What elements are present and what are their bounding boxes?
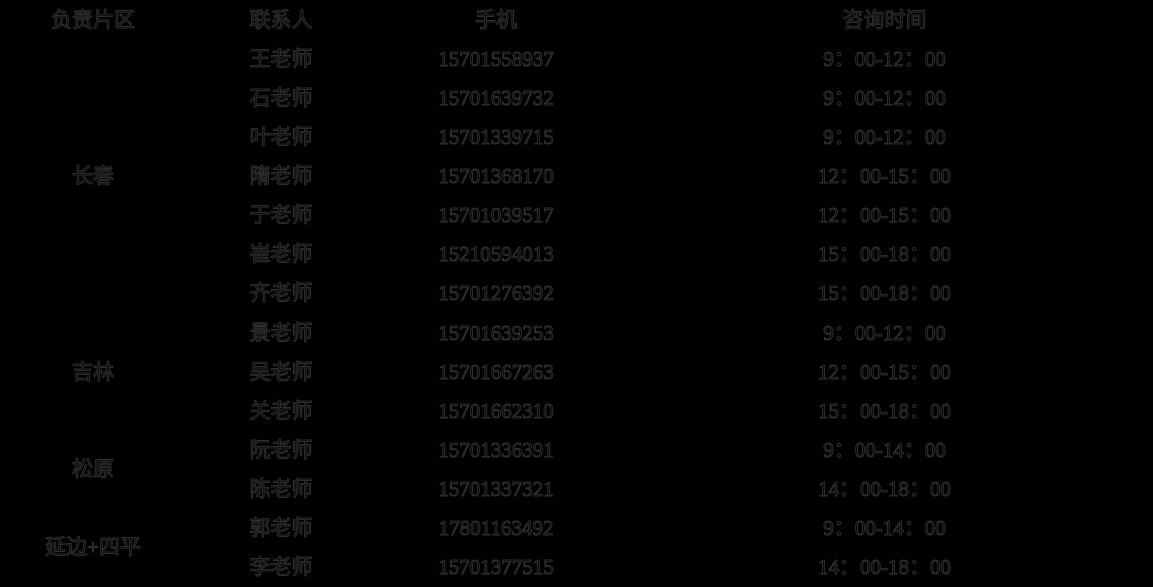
area-cell: 延边+四平: [45, 535, 142, 560]
contact-cell: 于老师: [249, 203, 313, 228]
contact-cell: 齐老师: [249, 281, 313, 306]
time-cell: 9：00-12：00: [823, 125, 947, 150]
table-row: 于老师 15701039517 12：00-15：00: [0, 196, 1153, 235]
contact-cell: 陈老师: [249, 476, 313, 501]
contact-cell: 吴老师: [249, 359, 313, 384]
time-cell: 9：00-12：00: [823, 47, 947, 72]
time-cell: 12：00-15：00: [818, 203, 952, 228]
table-row: 陈老师 15701337321 14：00-18：00: [0, 470, 1153, 509]
contact-cell: 石老师: [249, 86, 313, 111]
time-cell: 9：00-14：00: [823, 515, 947, 540]
contact-cell: 崔老师: [249, 242, 313, 267]
table-row: 崔老师 15210594013 15：00-18：00: [0, 235, 1153, 274]
phone-cell: 15701377515: [438, 554, 555, 579]
area-cell: 长春: [72, 164, 115, 189]
column-header-area: 负责片区: [51, 7, 136, 32]
table-header-row: 负责片区 联系人 手机 咨询时间: [0, 0, 1153, 40]
phone-cell: 15701368170: [438, 164, 555, 189]
contact-cell: 阮老师: [249, 437, 313, 462]
contact-cell: 关老师: [249, 398, 313, 423]
column-header-contact: 联系人: [249, 7, 313, 32]
phone-cell: 15701337321: [438, 476, 555, 501]
table-row: 吉林 景老师 15701639253 9：00-12：00: [0, 314, 1153, 383]
phone-cell: 15701667263: [438, 359, 555, 384]
table-row: 李老师 15701377515 14：00-18：00: [0, 548, 1153, 587]
phone-cell: 15701558937: [438, 47, 555, 72]
time-cell: 15：00-18：00: [818, 242, 952, 267]
phone-cell: 15701639732: [438, 86, 555, 111]
table-row: 隋老师 15701368170 12：00-15：00: [0, 157, 1153, 196]
time-cell: 14：00-18：00: [818, 554, 952, 579]
phone-cell: 15701639253: [438, 320, 555, 345]
contact-cell: 叶老师: [249, 125, 313, 150]
time-cell: 14：00-18：00: [818, 476, 952, 501]
table-row: 长春 王老师 15701558937 9：00-12：00: [0, 40, 1153, 187]
phone-cell: 15701662310: [438, 398, 555, 423]
area-cell: 松原: [72, 457, 115, 482]
contact-cell: 李老师: [249, 554, 313, 579]
column-header-time: 咨询时间: [842, 7, 927, 32]
time-cell: 15：00-18：00: [818, 281, 952, 306]
table-row: 延边+四平 郭老师 17801163492 9：00-14：00: [0, 509, 1153, 559]
phone-cell: 15701336391: [438, 437, 555, 462]
table-row: 松原 阮老师 15701336391 9：00-14：00: [0, 431, 1153, 481]
table-row: 关老师 15701662310 15：00-18：00: [0, 392, 1153, 431]
time-cell: 12：00-15：00: [818, 164, 952, 189]
phone-cell: 15701339715: [438, 125, 555, 150]
contact-cell: 王老师: [249, 47, 313, 72]
phone-cell: 15210594013: [438, 242, 555, 267]
contact-cell: 隋老师: [249, 164, 313, 189]
column-header-phone: 手机: [475, 7, 518, 32]
area-cell: 吉林: [72, 359, 115, 384]
time-cell: 9：00-14：00: [823, 437, 947, 462]
phone-cell: 15701039517: [438, 203, 555, 228]
time-cell: 9：00-12：00: [823, 320, 947, 345]
contact-cell: 景老师: [249, 320, 313, 345]
time-cell: 15：00-18：00: [818, 398, 952, 423]
time-cell: 12：00-15：00: [818, 359, 952, 384]
table-row: 齐老师 15701276392 15：00-18：00: [0, 274, 1153, 313]
contact-cell: 郭老师: [249, 515, 313, 540]
phone-cell: 15701276392: [438, 281, 555, 306]
table-row: 叶老师 15701339715 9：00-12：00: [0, 118, 1153, 157]
table-row: 吴老师 15701667263 12：00-15：00: [0, 353, 1153, 392]
phone-cell: 17801163492: [438, 515, 554, 540]
table-row: 石老师 15701639732 9：00-12：00: [0, 79, 1153, 118]
time-cell: 9：00-12：00: [823, 86, 947, 111]
